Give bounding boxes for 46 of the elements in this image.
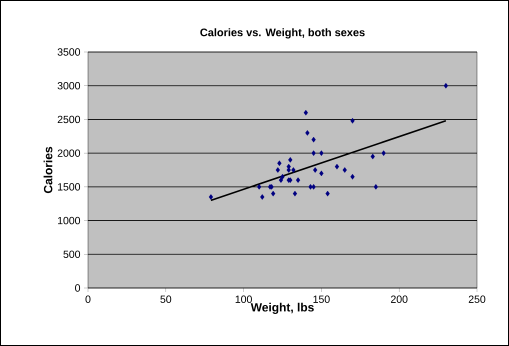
y-tick-label: 1500 [58,183,80,191]
x-tick-label: 50 [160,296,172,303]
y-tick-label: 2500 [58,116,80,124]
chart-title: Calories vs. Weight, both sexes [200,28,365,39]
point [342,167,347,173]
point [370,154,375,160]
x-tick-label: 100 [236,296,252,303]
y-tick-label: 1000 [58,216,80,224]
point [319,150,324,156]
y-tick-label: 3500 [58,48,80,56]
point [350,174,355,180]
point [305,130,310,136]
point [319,170,324,176]
point [304,110,308,116]
x-tick-label: 250 [468,296,486,303]
y-tick-label: 3000 [58,82,80,90]
point [311,136,316,142]
point [334,164,340,170]
point [350,118,355,124]
x-axis-title: Weight, lbs [250,302,314,314]
point [260,194,264,200]
y-axis-title: Calories [44,146,52,194]
point [280,174,285,180]
point [325,190,330,196]
point [313,167,318,173]
point [257,184,262,190]
point [292,190,298,196]
x-tick-label: 0 [85,296,90,303]
point [444,82,448,89]
x-tick-label: 200 [391,296,408,303]
x-tick-label: 150 [313,296,330,303]
y-tick-label: 0 [75,284,80,292]
point [271,190,276,196]
point [276,167,280,173]
point [311,150,316,156]
point [208,194,214,200]
point [296,177,300,183]
point [277,160,282,166]
point [288,157,292,163]
point [278,177,284,183]
point [308,184,313,190]
point [291,167,296,173]
y-tick-label: 500 [63,250,80,258]
point [374,184,378,190]
point [381,150,386,156]
y-tick-label: 2000 [58,149,80,157]
